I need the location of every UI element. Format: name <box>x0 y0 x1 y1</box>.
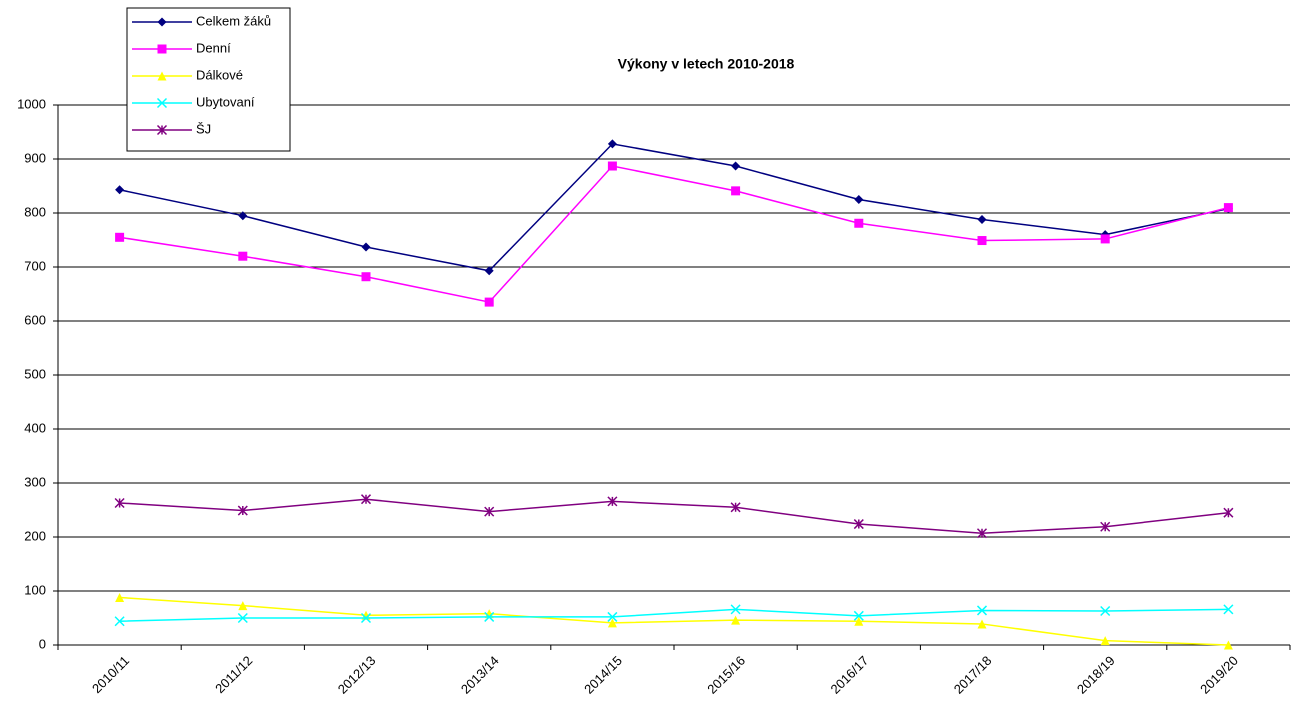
point <box>114 497 125 509</box>
point <box>976 605 988 616</box>
point <box>977 619 987 629</box>
point <box>484 297 494 307</box>
point <box>360 494 372 505</box>
x-tick-label: 2010/11 <box>89 653 132 696</box>
point <box>976 528 988 539</box>
x-tick-label: 2016/17 <box>828 653 872 697</box>
point <box>607 139 617 149</box>
x-tick-label: 2015/16 <box>704 653 748 697</box>
point <box>484 506 495 517</box>
series-line <box>119 498 1229 534</box>
series-line <box>119 608 1229 622</box>
point <box>854 195 864 204</box>
point <box>730 502 741 513</box>
point <box>607 618 617 628</box>
point <box>854 218 864 228</box>
legend-box <box>126 7 291 152</box>
point <box>1100 605 1111 617</box>
x-tick-label: 2011/12 <box>212 653 255 696</box>
point <box>360 612 372 624</box>
point <box>730 604 741 615</box>
point <box>731 615 741 625</box>
point <box>238 211 248 221</box>
point <box>854 616 864 626</box>
point <box>1100 521 1111 532</box>
x-tick-label: 2012/13 <box>335 653 379 697</box>
legend-label: Celkem žáků <box>196 13 271 28</box>
y-tick-label: 100 <box>24 582 46 597</box>
point <box>607 496 618 507</box>
point <box>484 611 495 622</box>
legend-label: ŠJ <box>196 121 211 136</box>
series-line <box>119 596 1229 646</box>
point <box>1223 604 1234 615</box>
x-tick-label: 2019/20 <box>1197 653 1241 697</box>
point <box>238 251 248 261</box>
legend-marker <box>157 71 167 81</box>
point <box>977 214 987 224</box>
point <box>731 186 741 196</box>
x-tick-label: 2014/15 <box>581 653 625 697</box>
x-tick-label: 2018/19 <box>1074 653 1118 697</box>
point <box>115 232 125 242</box>
point <box>1100 636 1110 646</box>
point <box>977 236 987 246</box>
point <box>1223 507 1234 518</box>
legend-label: Dálkové <box>196 67 243 82</box>
point <box>115 592 125 602</box>
y-tick-label: 300 <box>24 474 46 489</box>
point <box>484 266 494 276</box>
x-tick-label: 2017/18 <box>951 653 995 697</box>
legend-marker <box>156 124 168 136</box>
y-tick-label: 1000 <box>17 96 46 111</box>
point <box>853 610 864 621</box>
y-tick-label: 700 <box>24 258 46 273</box>
point <box>484 609 494 619</box>
point <box>115 185 125 195</box>
legend-label: Denní <box>196 40 231 55</box>
point <box>1223 640 1233 650</box>
point <box>237 612 248 624</box>
point <box>607 161 617 171</box>
point <box>607 611 618 622</box>
legend-marker <box>157 44 167 54</box>
series-line <box>119 143 1229 272</box>
series-line <box>119 165 1229 303</box>
chart-title: Výkony v letech 2010-2018 <box>618 56 795 72</box>
legend-label: Ubytovaní <box>196 94 255 109</box>
point <box>731 161 741 171</box>
y-tick-label: 500 <box>24 366 46 381</box>
legend-marker <box>156 97 168 109</box>
point <box>361 242 371 252</box>
legend-marker <box>157 17 167 27</box>
y-tick-label: 200 <box>24 528 46 543</box>
point <box>237 505 248 516</box>
point <box>361 272 371 282</box>
y-tick-label: 400 <box>24 420 46 435</box>
y-tick-label: 900 <box>24 150 46 165</box>
point <box>853 519 864 530</box>
y-tick-label: 0 <box>39 636 46 651</box>
point <box>114 616 125 627</box>
y-tick-label: 600 <box>24 312 46 327</box>
point <box>1223 203 1233 213</box>
y-tick-label: 800 <box>24 204 46 219</box>
point <box>1100 234 1110 244</box>
point <box>238 601 248 611</box>
x-tick-label: 2013/14 <box>458 653 502 697</box>
